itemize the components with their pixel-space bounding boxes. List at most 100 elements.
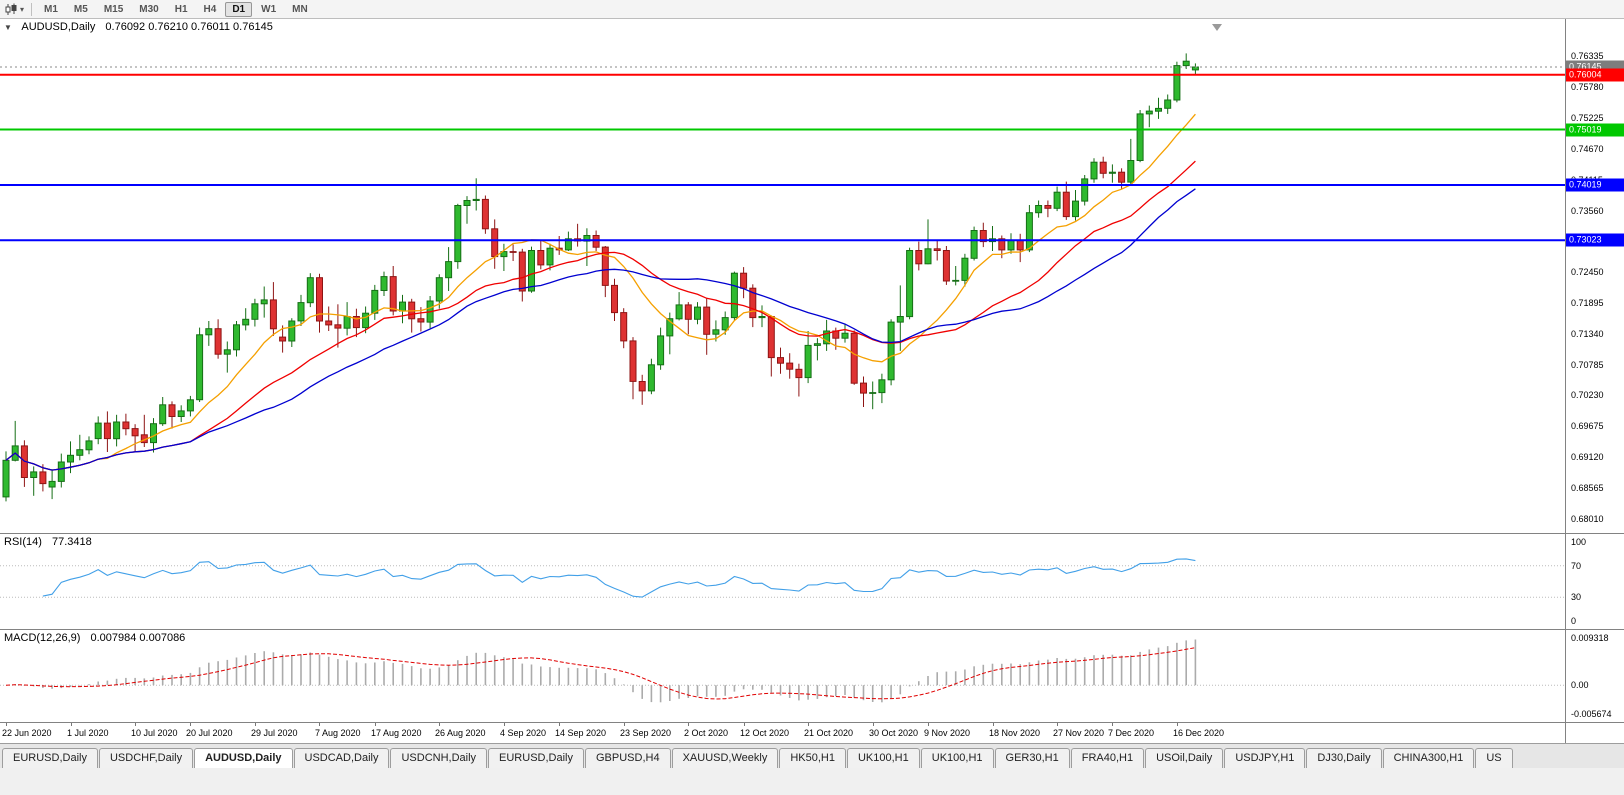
date-label: 7 Dec 2020 <box>1108 728 1155 738</box>
rsi-indicator-label: RSI(14) 77.3418 <box>4 536 99 548</box>
chart-tab-usdcad-daily[interactable]: USDCAD,Daily <box>293 748 390 768</box>
date-label: 21 Oct 2020 <box>804 728 854 738</box>
macd-tick: -0.005674 <box>1571 709 1612 719</box>
date-label: 26 Aug 2020 <box>435 728 486 738</box>
rsi-plot[interactable] <box>0 534 1565 629</box>
timeframe-button-d1[interactable]: D1 <box>225 1 253 17</box>
date-label: 22 Jun 2020 <box>2 728 52 738</box>
rsi-tick: 30 <box>1571 592 1582 602</box>
date-label: 12 Oct 2020 <box>740 728 790 738</box>
price-tick: 0.70785 <box>1571 360 1604 370</box>
price-tick: 0.75225 <box>1571 113 1604 123</box>
time-tick <box>688 723 689 726</box>
chart-tab-usdjpy-h1[interactable]: USDJPY,H1 <box>1224 748 1306 768</box>
toolbar-separator <box>31 2 33 16</box>
rsi-current-value: 77.3418 <box>51 536 92 548</box>
pane-separator[interactable] <box>0 722 1624 723</box>
time-tick <box>744 723 745 726</box>
timeframe-button-h4[interactable]: H4 <box>203 3 217 15</box>
chart-shift-marker[interactable] <box>1212 24 1222 31</box>
price-tick: 0.73560 <box>1571 206 1604 216</box>
chart-tab-dj30-daily[interactable]: DJ30,Daily <box>1306 748 1382 768</box>
chart-tabs-bar: EURUSD,Daily USDCHF,Daily AUDUSD,Daily USDC… <box>0 743 1624 768</box>
chart-tab-us[interactable]: US <box>1475 748 1513 768</box>
time-tick <box>1057 723 1058 726</box>
date-label: 2 Oct 2020 <box>684 728 729 738</box>
chart-tab-china300-h1[interactable]: CHINA300,H1 <box>1382 748 1475 768</box>
main-chart-plot[interactable] <box>0 19 1565 533</box>
timeframe-buttons: M1 M5 M15 M30 H1 H4 D1 W1 MN <box>36 1 316 17</box>
date-label: 17 Aug 2020 <box>371 728 422 738</box>
timeframe-button-m5[interactable]: M5 <box>73 3 88 15</box>
axis-corner <box>1565 723 1624 743</box>
timeframe-button-h1[interactable]: H1 <box>174 3 188 15</box>
dropdown-arrow-icon[interactable]: ▾ <box>20 4 25 14</box>
timeframe-button-w1[interactable]: W1 <box>261 3 277 15</box>
chart-tab-uk100-h1[interactable]: UK100,H1 <box>846 748 920 768</box>
timeframe-button-mn[interactable]: MN <box>292 3 308 15</box>
chart-tab-usoil-daily[interactable]: USOil,Daily <box>1145 748 1224 768</box>
pane-separator[interactable] <box>0 629 1624 630</box>
chart-tab-usdchf-daily[interactable]: USDCHF,Daily <box>98 748 194 768</box>
time-tick <box>808 723 809 726</box>
chart-tab-xauusd-weekly[interactable]: XAUUSD,Weekly <box>671 748 779 768</box>
main-chart-pane: 0.763350.757800.752250.746700.741150.735… <box>0 19 1624 533</box>
macd-plot[interactable] <box>0 630 1565 722</box>
rsi-pane: 100 70 30 0 RSI(14) 77.3418 <box>0 534 1624 629</box>
price-axis[interactable]: 0.763350.757800.752250.746700.741150.735… <box>1565 19 1624 533</box>
chart-tab-ger30-h1[interactable]: GER30,H1 <box>994 748 1070 768</box>
chart-tab-eurusd-daily[interactable]: EURUSD,Daily <box>2 748 98 768</box>
timeframe-button-m30[interactable]: M30 <box>139 3 159 15</box>
macd-name: MACD(12,26,9) <box>4 632 81 644</box>
chart-tab-gbpusd-h4[interactable]: GBPUSD,H4 <box>585 748 671 768</box>
date-label: 16 Dec 2020 <box>1173 728 1225 738</box>
macd-tick: 0.009318 <box>1571 633 1609 643</box>
time-tick <box>624 723 625 726</box>
chart-tab-uk100-h1[interactable]: UK100,H1 <box>920 748 994 768</box>
time-axis[interactable]: 22 Jun 2020 1 Jul 2020 10 Jul 2020 20 Jul 2… <box>0 723 1624 743</box>
rsi-axis[interactable]: 100 70 30 0 <box>1565 534 1624 629</box>
rsi-tick: 70 <box>1571 561 1582 571</box>
date-label: 30 Oct 2020 <box>869 728 919 738</box>
macd-pane: 0.009318 0.00 -0.005674 MACD(12,26,9) 0.00… <box>0 630 1624 722</box>
rsi-line <box>42 558 1196 598</box>
chart-tab-fra40-h1[interactable]: FRA40,H1 <box>1070 748 1145 768</box>
time-tick <box>993 723 994 726</box>
chart-title: ▼ AUDUSD,Daily 0.76092 0.76210 0.76011 0… <box>4 21 280 33</box>
price-tick: 0.71340 <box>1571 329 1604 339</box>
ma-21-line[interactable] <box>5 160 1196 471</box>
timeframe-button-m15[interactable]: M15 <box>103 3 124 15</box>
time-tick <box>439 723 440 726</box>
price-tick: 0.70230 <box>1571 390 1604 400</box>
ma-30-line[interactable] <box>5 188 1196 471</box>
macd-axis[interactable]: 0.009318 0.00 -0.005674 <box>1565 630 1624 722</box>
pane-separator[interactable] <box>0 533 1624 534</box>
chart-style-icon[interactable] <box>3 3 20 16</box>
chart-tab-usdcnh-daily[interactable]: USDCNH,Daily <box>390 748 488 768</box>
price-tick: 0.75780 <box>1571 82 1604 92</box>
timeframe-button-m1[interactable]: M1 <box>44 3 58 15</box>
price-marker-0.76004: 0.76004 <box>1566 68 1624 82</box>
date-label: 10 Jul 2020 <box>131 728 178 738</box>
time-tick <box>71 723 72 726</box>
price-tick: 0.76335 <box>1571 51 1604 61</box>
timeframes-toolbar: ▾ M1 M5 M15 M30 H1 H4 D1 W1 MN <box>0 0 1624 19</box>
price-marker-0.75019: 0.75019 <box>1566 123 1624 137</box>
date-label: 23 Sep 2020 <box>620 728 672 738</box>
date-label: 4 Sep 2020 <box>500 728 547 738</box>
price-tick: 0.68565 <box>1571 483 1604 493</box>
ohlc-values: 0.76092 0.76210 0.76011 0.76145 <box>105 21 273 33</box>
chart-window: 0.763350.757800.752250.746700.741150.735… <box>0 19 1624 743</box>
price-tick: 0.71895 <box>1571 298 1604 308</box>
price-marker-0.74019: 0.74019 <box>1566 178 1624 192</box>
chart-tab-eurusd-daily[interactable]: EURUSD,Daily <box>488 748 584 768</box>
one-click-collapse-icon[interactable]: ▼ <box>4 23 12 32</box>
date-label: 9 Nov 2020 <box>924 728 971 738</box>
chart-tab-audusd-daily[interactable]: AUDUSD,Daily <box>194 748 293 768</box>
rsi-tick: 0 <box>1571 616 1577 626</box>
chart-tab-hk50-h1[interactable]: HK50,H1 <box>779 748 846 768</box>
time-tick <box>504 723 505 726</box>
time-tick <box>928 723 929 726</box>
time-tick <box>319 723 320 726</box>
macd-signal-line <box>5 647 1196 700</box>
